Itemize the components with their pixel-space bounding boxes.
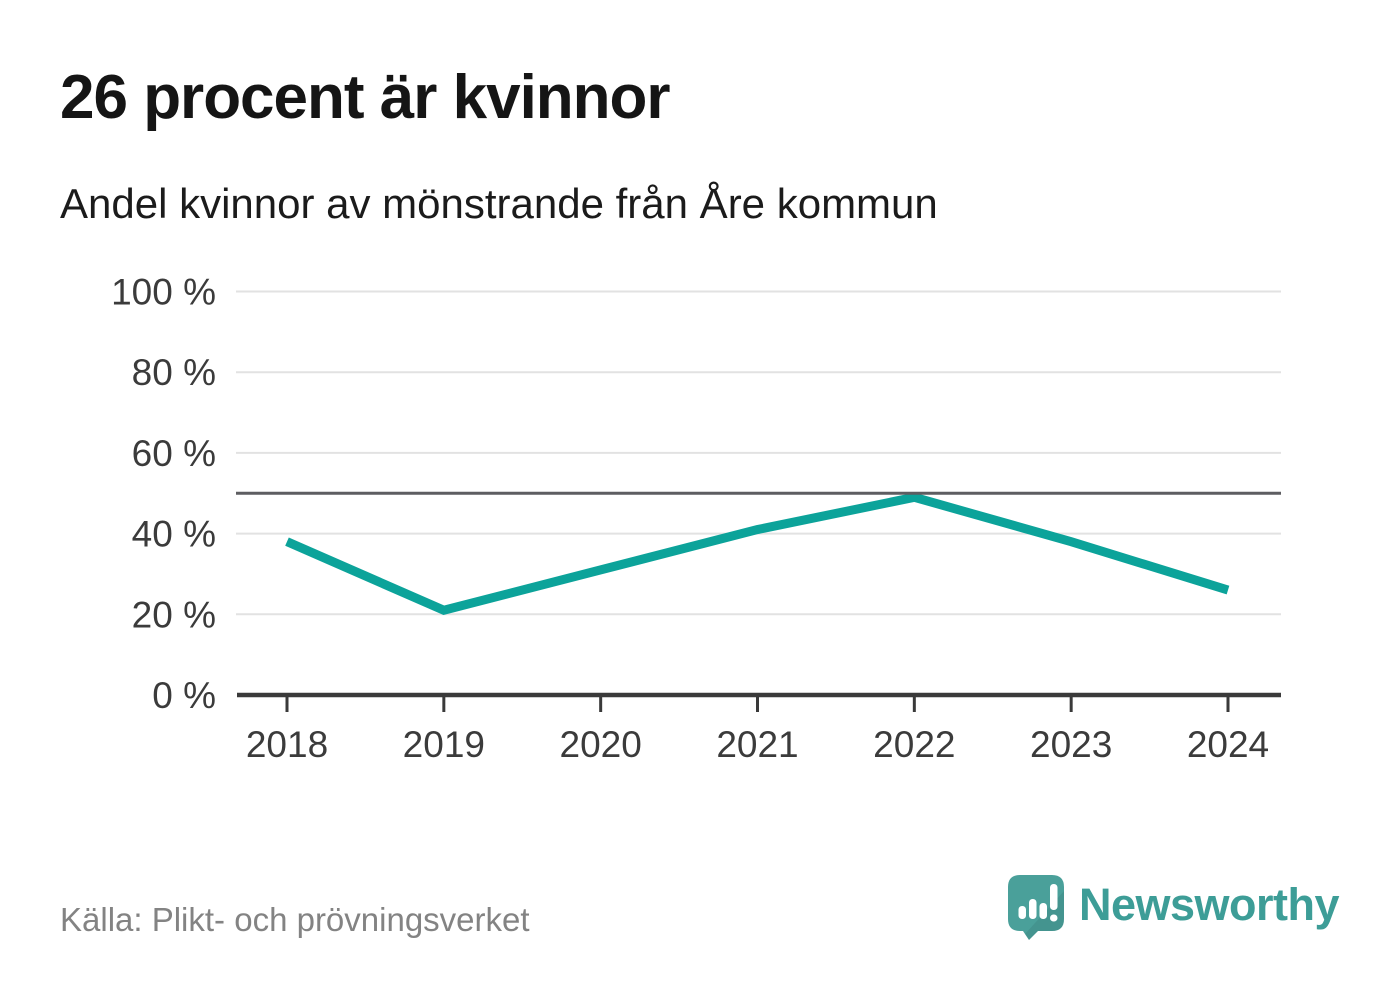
y-tick-label: 40 % [132, 514, 216, 555]
y-tick-label: 100 % [111, 272, 216, 313]
x-tick-label: 2021 [716, 724, 798, 765]
brand-wordmark: Newsworthy [1079, 879, 1340, 930]
newsworthy-logo-icon [1006, 874, 1066, 947]
source-note: Källa: Plikt- och prövningsverket [60, 901, 530, 938]
x-tick-label: 2020 [560, 724, 642, 765]
chart-title: 26 procent är kvinnor [60, 63, 671, 132]
x-tick-label: 2024 [1187, 724, 1269, 765]
x-tick-label: 2023 [1030, 724, 1112, 765]
data-line-andel-kvinnor [285, 492, 1230, 616]
chart-subtitle: Andel kvinnor av mönstrande från Åre kom… [60, 180, 938, 227]
x-tick-label: 2022 [873, 724, 955, 765]
brand-logo: Newsworthy [1006, 874, 1340, 947]
y-tick-label: 60 % [132, 433, 216, 474]
y-tick-label: 0 % [152, 675, 216, 716]
line-chart: 0 % 20 % 40 % 60 % 80 % 100 % 2018 2019 2020 2021… [111, 272, 1281, 765]
y-tick-label: 80 % [132, 352, 216, 393]
x-tick-label: 2018 [246, 724, 328, 765]
chart-area: 0 % 20 % 40 % 60 % 80 % 100 % 2018 2019 2020 2021… [0, 260, 1382, 800]
x-tick-label: 2019 [403, 724, 485, 765]
y-tick-label: 20 % [132, 594, 216, 635]
